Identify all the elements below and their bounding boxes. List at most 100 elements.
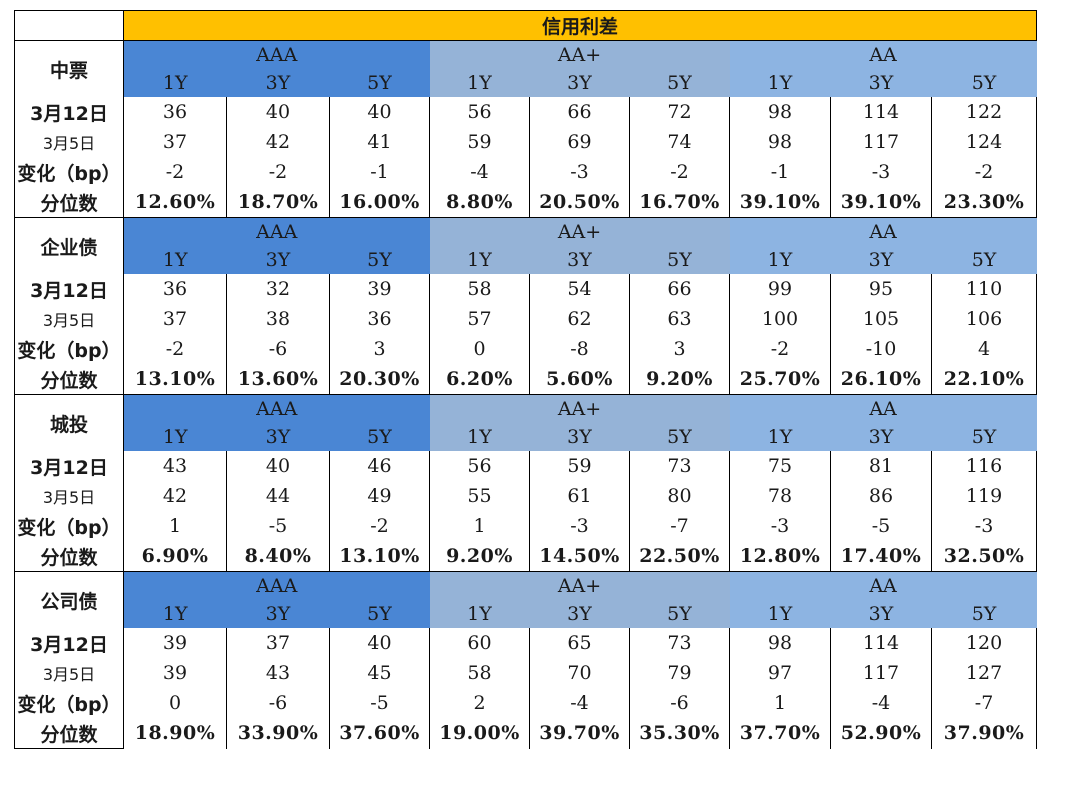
section-label: 企业债 — [14, 217, 124, 274]
tenor-label: 3Y — [830, 600, 932, 628]
spread-value: -4 — [830, 688, 932, 718]
spread-value: 43 — [226, 658, 330, 688]
spread-value: 3 — [329, 334, 430, 364]
section-label: 公司债 — [14, 571, 124, 628]
rating-group-label: AA+ — [429, 217, 730, 246]
row-label: 3月12日 — [14, 451, 124, 481]
spread-value: 0 — [429, 334, 530, 364]
row-current: 3月12日 36 40 40 56 66 72 98 114 122 — [14, 97, 1038, 127]
spread-value: 61 — [529, 481, 630, 511]
spread-value: 9.20% — [429, 541, 530, 572]
title-corner — [14, 10, 124, 41]
spread-value: -7 — [629, 511, 730, 541]
tenor-label: 5Y — [329, 600, 430, 628]
spread-value: 8.40% — [226, 541, 330, 572]
section-header-tenors: 1Y 3Y 5Y 1Y 3Y 5Y 1Y 3Y 5Y — [15, 69, 1037, 97]
tenor-label: 3Y — [830, 423, 932, 451]
tenor-label: 3Y — [529, 246, 630, 274]
credit-spread-table: 信用利差 中票 AAA AA+ AA 1Y 3Y 5Y 1Y 3Y 5Y 1Y 3Y 5Y 3月12日 36… — [14, 10, 1038, 749]
tenor-label: 3Y — [226, 69, 330, 97]
tenor-label: 5Y — [329, 246, 430, 274]
spread-value: 16.70% — [629, 187, 730, 218]
spread-value: 117 — [830, 127, 932, 157]
row-change: 变化（bp） 0 -6 -5 2 -4 -6 1 -4 -7 — [14, 688, 1038, 718]
spread-value: -2 — [123, 157, 227, 187]
tenor-label: 1Y — [429, 69, 530, 97]
tenor-label: 1Y — [729, 600, 831, 628]
spread-value: 124 — [930, 127, 1038, 157]
tenor-label: 3Y — [529, 600, 630, 628]
spread-value: 20.30% — [329, 364, 430, 395]
row-label: 分位数 — [14, 718, 124, 749]
tenor-label: 1Y — [729, 69, 831, 97]
spread-value: 46 — [329, 451, 430, 481]
spread-value: 79 — [629, 658, 730, 688]
spread-value: 37 — [123, 127, 227, 157]
spread-value: -6 — [226, 334, 330, 364]
spread-value: 122 — [930, 97, 1038, 127]
spread-value: 78 — [729, 481, 831, 511]
spread-value: 8.80% — [429, 187, 530, 218]
spread-value: 42 — [123, 481, 227, 511]
tenor-label: 1Y — [429, 246, 530, 274]
table-title: 信用利差 — [122, 10, 1038, 41]
row-current: 3月12日 36 32 39 58 54 66 99 95 110 — [14, 274, 1038, 304]
spread-value: 116 — [930, 451, 1038, 481]
spread-value: -2 — [123, 334, 227, 364]
spread-value: 75 — [729, 451, 831, 481]
spread-value: 86 — [830, 481, 932, 511]
spread-value: 97 — [729, 658, 831, 688]
row-change: 变化（bp） 1 -5 -2 1 -3 -7 -3 -5 -3 — [14, 511, 1038, 541]
spread-value: 36 — [329, 304, 430, 334]
spread-value: -5 — [226, 511, 330, 541]
rating-group-label: AAA — [123, 394, 430, 423]
row-previous: 3月5日 37 42 41 59 69 74 98 117 124 — [14, 127, 1038, 157]
spread-value: 95 — [830, 274, 932, 304]
spread-value: -3 — [729, 511, 831, 541]
spread-value: 26.10% — [830, 364, 932, 395]
spread-value: -2 — [629, 157, 730, 187]
tenor-label: 5Y — [629, 69, 730, 97]
spread-value: 119 — [930, 481, 1038, 511]
spread-value: 22.10% — [930, 364, 1038, 395]
rating-group-label: AA — [729, 571, 1037, 600]
tenor-label: 1Y — [429, 423, 530, 451]
spread-value: 39.10% — [729, 187, 831, 218]
tenor-label: 5Y — [931, 423, 1037, 451]
spread-value: 62 — [529, 304, 630, 334]
spread-value: -1 — [329, 157, 430, 187]
tenor-label: 1Y — [123, 600, 227, 628]
row-label: 分位数 — [14, 187, 124, 218]
row-label: 变化（bp） — [14, 157, 124, 187]
spread-value: 35.30% — [629, 718, 730, 749]
row-label: 3月12日 — [14, 274, 124, 304]
tenor-label: 5Y — [931, 246, 1037, 274]
spread-value: 32.50% — [930, 541, 1038, 572]
spread-value: -6 — [226, 688, 330, 718]
spread-value: 98 — [729, 97, 831, 127]
spread-value: 39 — [329, 274, 430, 304]
spread-value: 22.50% — [629, 541, 730, 572]
spread-value: 23.30% — [930, 187, 1038, 218]
section-header-tenors: 1Y 3Y 5Y 1Y 3Y 5Y 1Y 3Y 5Y — [15, 246, 1037, 274]
spread-value: 33.90% — [226, 718, 330, 749]
spread-value: 13.10% — [123, 364, 227, 395]
rating-group-label: AA+ — [429, 40, 730, 69]
spread-value: -10 — [830, 334, 932, 364]
spread-value: -5 — [329, 688, 430, 718]
spread-value: 98 — [729, 127, 831, 157]
spread-value: 39 — [123, 658, 227, 688]
spread-value: 70 — [529, 658, 630, 688]
spread-value: 38 — [226, 304, 330, 334]
spread-value: 63 — [629, 304, 730, 334]
spread-value: -1 — [729, 157, 831, 187]
spread-value: 42 — [226, 127, 330, 157]
row-current: 3月12日 43 40 46 56 59 73 75 81 116 — [14, 451, 1038, 481]
section-header-groups: 城投 AAA AA+ AA — [14, 394, 1037, 451]
tenor-label: 5Y — [629, 246, 730, 274]
spread-value: 37 — [226, 628, 330, 658]
rating-group-label: AA — [729, 217, 1037, 246]
rating-group-label: AA+ — [429, 394, 730, 423]
tenor-label: 5Y — [931, 69, 1037, 97]
tenor-label: 3Y — [830, 246, 932, 274]
